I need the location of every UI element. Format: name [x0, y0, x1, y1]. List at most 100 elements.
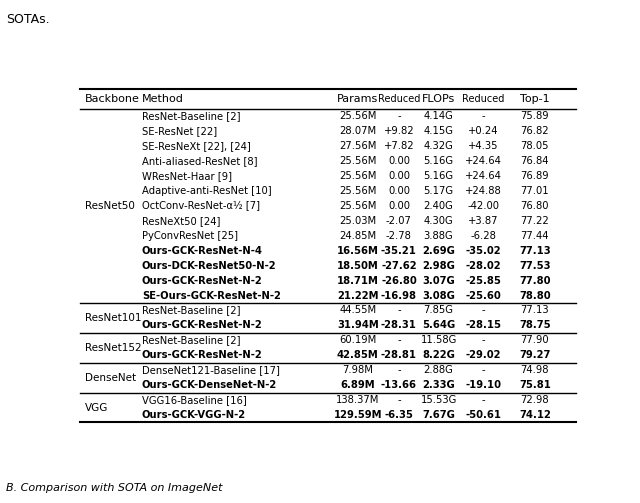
Text: Reduced: Reduced [462, 94, 504, 104]
Text: 76.89: 76.89 [520, 171, 549, 181]
Text: -: - [397, 111, 401, 121]
Text: 18.71M: 18.71M [337, 276, 379, 286]
Text: -16.98: -16.98 [381, 291, 417, 300]
Text: +7.82: +7.82 [383, 141, 414, 151]
Text: 77.44: 77.44 [520, 231, 549, 241]
Text: 60.19M: 60.19M [339, 336, 376, 346]
Text: +24.64: +24.64 [465, 171, 502, 181]
Text: 25.03M: 25.03M [339, 216, 376, 226]
Text: -25.60: -25.60 [465, 291, 501, 300]
Text: 76.80: 76.80 [520, 201, 549, 211]
Text: DenseNet: DenseNet [85, 373, 136, 383]
Text: 3.88G: 3.88G [424, 231, 454, 241]
Text: 78.80: 78.80 [519, 291, 550, 300]
Text: 0.00: 0.00 [388, 186, 410, 196]
Text: 2.33G: 2.33G [422, 380, 455, 390]
Text: 77.01: 77.01 [520, 186, 549, 196]
Text: 7.67G: 7.67G [422, 410, 455, 420]
Text: -35.02: -35.02 [465, 245, 501, 256]
Text: -: - [481, 336, 485, 346]
Text: ResNet50: ResNet50 [85, 201, 135, 211]
Text: 77.22: 77.22 [520, 216, 549, 226]
Text: 8.22G: 8.22G [422, 350, 455, 360]
Text: -: - [397, 305, 401, 315]
Text: Adaptive-anti-ResNet [10]: Adaptive-anti-ResNet [10] [142, 186, 271, 196]
Text: -: - [397, 336, 401, 346]
Text: 2.69G: 2.69G [422, 245, 455, 256]
Text: -27.62: -27.62 [381, 261, 417, 271]
Text: 138.37M: 138.37M [336, 395, 380, 405]
Text: Ours-GCK-VGG-N-2: Ours-GCK-VGG-N-2 [142, 410, 246, 420]
Text: 76.82: 76.82 [520, 126, 549, 136]
Text: -28.15: -28.15 [465, 320, 501, 330]
Text: B. Comparison with SOTA on ImageNet: B. Comparison with SOTA on ImageNet [6, 483, 223, 493]
Text: ResNet152: ResNet152 [85, 343, 141, 353]
Text: 18.50M: 18.50M [337, 261, 379, 271]
Text: Method: Method [142, 94, 184, 104]
Text: FLOPs: FLOPs [422, 94, 455, 104]
Text: 28.07M: 28.07M [339, 126, 376, 136]
Text: Ours-GCK-DenseNet-N-2: Ours-GCK-DenseNet-N-2 [142, 380, 277, 390]
Text: 78.75: 78.75 [519, 320, 550, 330]
Text: OctConv-ResNet-α½ [7]: OctConv-ResNet-α½ [7] [142, 201, 260, 211]
Text: 31.94M: 31.94M [337, 320, 379, 330]
Text: -50.61: -50.61 [465, 410, 501, 420]
Text: 27.56M: 27.56M [339, 141, 376, 151]
Text: -: - [481, 305, 485, 315]
Text: Ours-GCK-ResNet-N-4: Ours-GCK-ResNet-N-4 [142, 245, 263, 256]
Text: 77.13: 77.13 [520, 305, 549, 315]
Text: -35.21: -35.21 [381, 245, 417, 256]
Text: -28.02: -28.02 [465, 261, 501, 271]
Text: -28.81: -28.81 [381, 350, 417, 360]
Text: 21.22M: 21.22M [337, 291, 378, 300]
Text: PyConvResNet [25]: PyConvResNet [25] [142, 231, 238, 241]
Text: VGG: VGG [85, 402, 108, 412]
Text: 25.56M: 25.56M [339, 111, 376, 121]
Text: ResNet-Baseline [2]: ResNet-Baseline [2] [142, 111, 241, 121]
Text: 3.07G: 3.07G [422, 276, 455, 286]
Text: 24.85M: 24.85M [339, 231, 376, 241]
Text: WResNet-Haar [9]: WResNet-Haar [9] [142, 171, 232, 181]
Text: 0.00: 0.00 [388, 156, 410, 166]
Text: -2.78: -2.78 [386, 231, 412, 241]
Text: -19.10: -19.10 [465, 380, 501, 390]
Text: -25.85: -25.85 [465, 276, 501, 286]
Text: -: - [481, 395, 485, 405]
Text: -13.66: -13.66 [381, 380, 417, 390]
Text: -29.02: -29.02 [465, 350, 501, 360]
Text: 25.56M: 25.56M [339, 186, 376, 196]
Text: 0.00: 0.00 [388, 171, 410, 181]
Text: Ours-GCK-ResNet-N-2: Ours-GCK-ResNet-N-2 [142, 276, 263, 286]
Text: 7.98M: 7.98M [342, 365, 373, 375]
Text: Backbone: Backbone [85, 94, 140, 104]
Text: 77.53: 77.53 [519, 261, 550, 271]
Text: -26.80: -26.80 [381, 276, 417, 286]
Text: 76.84: 76.84 [520, 156, 549, 166]
Text: VGG16-Baseline [16]: VGG16-Baseline [16] [142, 395, 247, 405]
Text: 15.53G: 15.53G [420, 395, 457, 405]
Text: -: - [481, 365, 485, 375]
Text: 6.89M: 6.89M [340, 380, 375, 390]
Text: 2.40G: 2.40G [424, 201, 454, 211]
Text: 5.16G: 5.16G [424, 156, 454, 166]
Text: 79.27: 79.27 [519, 350, 550, 360]
Text: 4.32G: 4.32G [424, 141, 454, 151]
Text: 16.56M: 16.56M [337, 245, 379, 256]
Text: -6.28: -6.28 [470, 231, 496, 241]
Text: 25.56M: 25.56M [339, 171, 376, 181]
Text: 77.90: 77.90 [520, 336, 549, 346]
Text: SE-Ours-GCK-ResNet-N-2: SE-Ours-GCK-ResNet-N-2 [142, 291, 281, 300]
Text: 42.85M: 42.85M [337, 350, 379, 360]
Text: +24.88: +24.88 [465, 186, 502, 196]
Text: 5.17G: 5.17G [424, 186, 454, 196]
Text: ResNet-Baseline [2]: ResNet-Baseline [2] [142, 336, 241, 346]
Text: 44.55M: 44.55M [339, 305, 376, 315]
Text: 74.98: 74.98 [520, 365, 549, 375]
Text: 75.81: 75.81 [519, 380, 551, 390]
Text: -6.35: -6.35 [385, 410, 413, 420]
Text: 0.00: 0.00 [388, 201, 410, 211]
Text: +24.64: +24.64 [465, 156, 502, 166]
Text: SE-ResNet [22]: SE-ResNet [22] [142, 126, 217, 136]
Text: 25.56M: 25.56M [339, 201, 376, 211]
Text: Reduced: Reduced [378, 94, 420, 104]
